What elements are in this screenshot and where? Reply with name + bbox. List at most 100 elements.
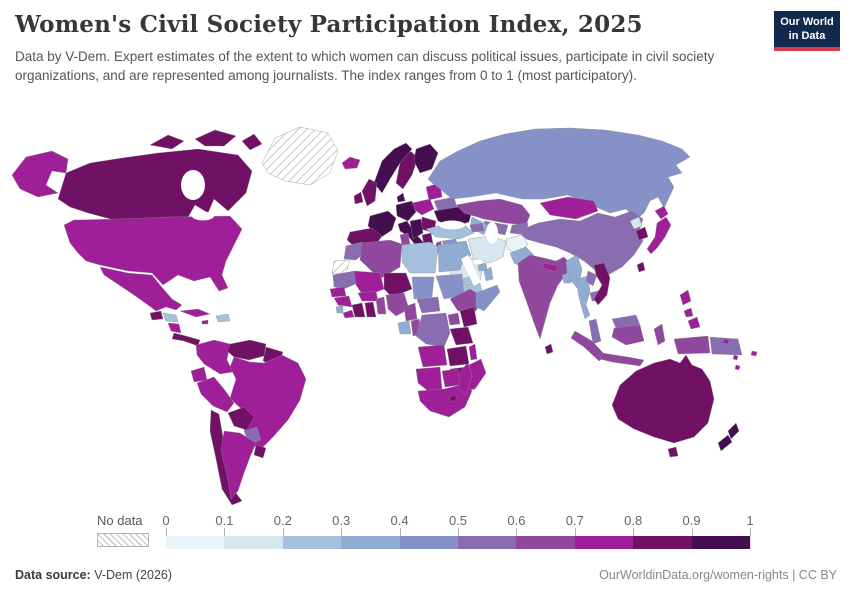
map-region-new-zealand[interactable]: New Zealand: 0.95 xyxy=(717,422,740,452)
map-region-niger[interactable]: Niger: 0.85 xyxy=(383,272,413,298)
map-region-pacific-islands[interactable]: Pacific island states: 0.75 xyxy=(722,338,758,371)
map-region-madagascar[interactable]: Madagascar: 0.75 xyxy=(457,362,473,396)
map-region-nepal[interactable]: Nepal: 0.75 xyxy=(542,262,559,273)
map-region-oman[interactable]: Oman: 0.35 xyxy=(483,266,494,282)
legend-bin-0.9-1[interactable] xyxy=(691,536,751,549)
map-region-finland[interactable]: Finland: 0.95 xyxy=(413,143,439,174)
map-region-uruguay[interactable]: Uruguay: 0.85 xyxy=(253,444,267,459)
map-region-nicaragua[interactable]: Nicaragua: 0.75 xyxy=(167,322,182,334)
map-region-sri-lanka[interactable]: Sri Lanka: 0.85 xyxy=(544,343,554,355)
map-region-germany-central-europe[interactable]: Germany / Central Europe: 0.95 xyxy=(395,200,417,222)
map-region-australia[interactable]: Australia: 0.85 xyxy=(611,354,715,458)
map-region-drc[interactable]: Democratic Republic of Congo: 0.55 xyxy=(415,312,451,348)
map-region-western-sahara[interactable]: Western Sahara: No data xyxy=(331,259,351,275)
map-region-alaska[interactable]: United States (Alaska): 0.75 xyxy=(11,150,69,198)
map-region-sulawesi[interactable]: Indonesia (Sulawesi): 0.65 xyxy=(653,323,666,346)
map-region-uae-qatar[interactable]: United Arab Emirates / Qatar: 0.35 xyxy=(477,262,488,272)
map-region-honduras[interactable]: Honduras: 0.25 xyxy=(162,312,179,323)
legend-bin-0.5-0.6[interactable] xyxy=(458,536,518,549)
map-region-laos[interactable]: Laos: 0.55 xyxy=(585,270,598,287)
map-region-mongolia[interactable]: Mongolia: 0.75 xyxy=(539,196,599,220)
map-region-malawi[interactable]: Malawi: 0.75 xyxy=(468,343,478,361)
map-region-papua-new-guinea[interactable]: Papua New Guinea: 0.55 xyxy=(709,336,743,356)
map-region-guinea[interactable]: Guinea: 0.75 xyxy=(333,295,353,308)
map-region-ireland[interactable]: Ireland: 0.85 xyxy=(353,191,364,205)
map-region-kazakhstan[interactable]: Kazakhstan: 0.65 xyxy=(455,198,531,226)
map-region-ghana[interactable]: Ghana: 0.85 xyxy=(364,301,377,318)
legend-bin-0.1-0.2[interactable] xyxy=(224,536,284,549)
legend-no-data[interactable]: No data xyxy=(97,513,149,547)
map-region-ecuador[interactable]: Ecuador: 0.75 xyxy=(190,366,208,383)
map-regions-layer[interactable]: Greenland: No dataIceland: 0.75 Canada: 0… xyxy=(11,126,758,505)
map-region-sierra-leone[interactable]: Sierra Leone: 0.35 xyxy=(335,304,344,314)
map-region-peru[interactable]: Peru: 0.75 xyxy=(196,376,235,413)
map-region-canada[interactable]: Canada: 0.85 xyxy=(57,129,263,226)
map-region-iceland[interactable]: Iceland: 0.75 xyxy=(341,156,361,170)
map-region-north-korea[interactable]: North Korea: 0.15 xyxy=(629,216,643,230)
map-region-zambia[interactable]: Zambia: 0.85 xyxy=(446,345,470,367)
map-region-kenya[interactable]: Kenya: 0.85 xyxy=(459,306,478,328)
map-region-borneo-indonesia[interactable]: Indonesia (Kalimantan): 0.65 xyxy=(611,324,645,346)
map-region-uk[interactable]: United Kingdom: 0.85 xyxy=(361,178,378,207)
map-region-denmark[interactable]: Denmark: 0.95 xyxy=(396,192,406,203)
map-region-bolivia[interactable]: Bolivia: 0.85 xyxy=(227,406,255,431)
map-region-java[interactable]: Indonesia (Java): 0.65 xyxy=(599,352,645,367)
map-region-liberia[interactable]: Liberia: 0.75 xyxy=(342,309,355,319)
map-region-uganda[interactable]: Uganda: 0.65 xyxy=(447,312,461,326)
map-region-china[interactable]: China: 0.55 xyxy=(517,210,644,276)
map-region-norway[interactable]: Norway: 0.95 xyxy=(373,142,413,194)
legend-bin-0.2-0.3[interactable] xyxy=(282,536,343,549)
map-region-central-african-republic[interactable]: Central African Republic: 0.55 xyxy=(416,296,441,314)
map-region-ivory-coast[interactable]: Cote d'Ivoire: 0.85 xyxy=(351,302,366,318)
map-region-balkans[interactable]: Western Balkans: 0.95 xyxy=(409,218,424,240)
legend-bin-0.6-0.7[interactable] xyxy=(516,536,576,549)
legend-bin-0-0.1[interactable] xyxy=(166,536,226,549)
map-region-poland[interactable]: Poland: 0.75 xyxy=(411,198,435,216)
attribution-link[interactable]: OurWorldinData.org/women-rights | CC BY xyxy=(599,568,837,582)
map-region-lesotho[interactable]: Lesotho: 0.85 xyxy=(449,394,457,402)
map-region-west-papua[interactable]: Indonesia (Papua): 0.65 xyxy=(673,335,711,355)
map-region-jamaica[interactable]: Jamaica: 0.75 xyxy=(201,319,209,325)
map-region-somalia[interactable]: Somalia: 0.45 xyxy=(475,284,501,312)
map-region-vietnam[interactable]: Vietnam: 0.85 xyxy=(593,262,611,306)
map-region-cameroon[interactable]: Cameroon: 0.65 xyxy=(403,302,418,322)
map-region-tunisia[interactable]: Tunisia: 0.65 xyxy=(399,232,411,246)
map-region-venezuela[interactable]: Venezuela: 0.85 xyxy=(226,339,267,361)
map-region-mozambique[interactable]: Mozambique: 0.75 xyxy=(464,358,487,392)
map-region-iran[interactable]: Iran: 0.15 xyxy=(467,235,507,264)
map-region-nigeria[interactable]: Nigeria: 0.65 xyxy=(385,292,410,317)
map-region-malaysia-peninsula[interactable]: Malaysia: 0.55 xyxy=(588,318,602,345)
legend-bin-0.3-0.4[interactable] xyxy=(341,536,401,549)
map-region-namibia[interactable]: Namibia: 0.75 xyxy=(415,366,443,392)
map-region-india[interactable]: India: 0.65 xyxy=(517,254,571,340)
world-map[interactable]: Greenland: No dataIceland: 0.75 Canada: 0… xyxy=(0,113,850,505)
map-region-japan[interactable]: Japan: 0.75 xyxy=(646,205,672,255)
map-region-botswana[interactable]: Botswana: 0.75 xyxy=(441,368,461,388)
map-region-sumatra[interactable]: Indonesia (Sumatra): 0.65 xyxy=(570,330,607,362)
map-region-cuba[interactable]: Cuba: 0.75 xyxy=(179,308,211,318)
owid-logo[interactable]: Our World in Data xyxy=(774,11,840,51)
legend-color-scale[interactable]: 0 0.1 0.2 0.3 0.4 0.5 0.6 0.7 0.8 0.9 1 xyxy=(162,513,754,551)
map-region-usa[interactable]: United States: 0.75 xyxy=(63,215,243,292)
map-region-sweden[interactable]: Sweden: 0.85 xyxy=(395,150,419,190)
map-region-togo-benin[interactable]: Togo / Benin: 0.65 xyxy=(375,296,387,315)
legend-bin-0.7-0.8[interactable] xyxy=(574,536,635,549)
map-region-algeria[interactable]: Algeria: 0.65 xyxy=(359,239,403,280)
map-region-hispaniola[interactable]: Haiti / Dominican Republic: 0.25 xyxy=(215,313,231,323)
legend-bin-0.8-0.9[interactable] xyxy=(633,536,693,549)
map-region-senegal[interactable]: Senegal: 0.75 xyxy=(329,286,347,298)
map-region-burkina-faso[interactable]: Burkina Faso: 0.75 xyxy=(357,290,379,302)
map-region-guatemala[interactable]: Guatemala: 0.85 xyxy=(149,310,164,321)
legend-no-data-swatch[interactable] xyxy=(97,533,149,547)
map-region-caucasus[interactable]: Caucasus states: 0.55 xyxy=(469,222,485,233)
map-region-angola[interactable]: Angola: 0.75 xyxy=(417,344,448,368)
map-region-south-korea[interactable]: South Korea: 0.85 xyxy=(635,226,649,241)
map-region-chad[interactable]: Chad: 0.45 xyxy=(411,276,435,300)
map-region-greenland[interactable]: Greenland: No data xyxy=(261,126,339,186)
legend-bin-0.4-0.5[interactable] xyxy=(399,536,459,549)
map-region-taiwan[interactable]: Taiwan: 0.85 xyxy=(636,261,646,273)
map-region-mexico[interactable]: Mexico: 0.75 xyxy=(99,266,183,312)
map-region-costa-rica-panama[interactable]: Costa Rica / Panama: 0.85 xyxy=(171,332,201,347)
map-region-mauritania[interactable]: Mauritania: 0.55 xyxy=(332,270,361,290)
map-region-libya[interactable]: Libya: 0.25 xyxy=(401,241,439,274)
